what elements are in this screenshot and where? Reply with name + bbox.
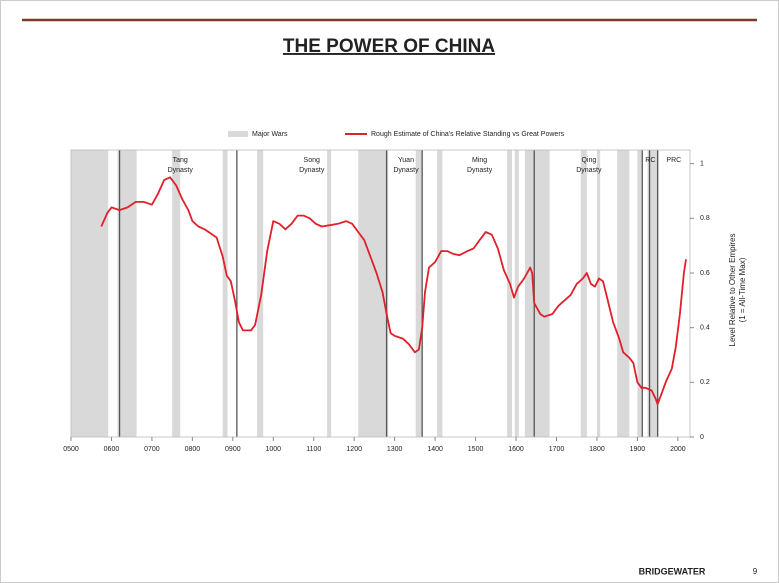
war-band xyxy=(580,150,587,437)
dynasty-label: PRC xyxy=(666,157,681,164)
dynasty-label: Dynasty xyxy=(467,167,493,174)
war-band xyxy=(617,150,630,437)
dynasty-label: Dynasty xyxy=(393,167,419,174)
legend-swatch xyxy=(228,131,248,137)
brand: BRIDGEWATER xyxy=(639,566,706,576)
war-band xyxy=(524,150,550,437)
dynasty-label: RC xyxy=(645,157,655,164)
war-band xyxy=(507,150,512,437)
y-tick-label: 1 xyxy=(700,161,704,168)
legend-label: Major Wars xyxy=(252,131,288,138)
dynasty-label: Song xyxy=(304,157,320,164)
series-line xyxy=(100,176,687,406)
dynasty-label: Ming xyxy=(472,157,487,164)
x-tick-label: 0500 xyxy=(63,446,79,453)
war-band xyxy=(596,150,601,437)
chart: Tang Dynasty Song Dynasty Yuan Dynasty Ming Dyn… xyxy=(63,131,747,453)
war-band xyxy=(637,150,642,437)
x-tick-label: 1400 xyxy=(427,446,443,453)
y-tick-label: 0.4 xyxy=(700,325,710,332)
x-tick-label: 1200 xyxy=(346,446,362,453)
y-tick-label: 0.2 xyxy=(700,379,710,386)
war-band xyxy=(117,150,137,437)
x-tick-label: 1800 xyxy=(589,446,605,453)
dynasty-label: Dynasty xyxy=(576,167,602,174)
y-tick-label: 0.6 xyxy=(700,270,710,277)
dynasty-label: Tang xyxy=(173,157,188,164)
slide-title: THE POWER OF CHINA xyxy=(283,36,495,57)
war-band xyxy=(222,150,228,437)
dynasty-label: Yuan xyxy=(398,157,414,164)
war-band xyxy=(71,150,109,437)
x-tick-label: 0600 xyxy=(104,446,120,453)
plot-frame xyxy=(70,149,691,438)
war-band xyxy=(647,150,659,437)
war-band xyxy=(257,150,264,437)
y-tick-label: 0.8 xyxy=(700,215,710,222)
war-band xyxy=(514,150,519,437)
war-band xyxy=(358,150,389,437)
war-band xyxy=(415,150,422,437)
war-band xyxy=(327,150,332,437)
y-tick-label: 0 xyxy=(700,434,704,441)
x-tick-label: 0900 xyxy=(225,446,241,453)
x-tick-label: 0800 xyxy=(185,446,201,453)
x-tick-label: 1300 xyxy=(387,446,403,453)
y-axis-label: (1 = All-Time Max) xyxy=(738,257,747,322)
war-band xyxy=(172,150,181,437)
dynasty-label: Dynasty xyxy=(299,167,325,174)
war-band xyxy=(437,150,443,437)
page-number: 9 xyxy=(753,567,758,576)
x-tick-label: 1700 xyxy=(549,446,565,453)
x-tick-label: 1600 xyxy=(508,446,524,453)
x-tick-label: 1500 xyxy=(468,446,484,453)
x-tick-label: 1100 xyxy=(306,446,321,453)
x-tick-label: 1900 xyxy=(630,446,646,453)
dynasty-label: Dynasty xyxy=(168,167,194,174)
x-tick-label: 2000 xyxy=(670,446,686,453)
y-axis-label: Level Relative to Other Empires xyxy=(728,234,737,347)
x-tick-label: 1000 xyxy=(265,446,281,453)
dynasty-label: Qing xyxy=(581,157,596,164)
legend-label: Rough Estimate of China's Relative Stand… xyxy=(371,131,565,138)
x-tick-label: 0700 xyxy=(144,446,160,453)
